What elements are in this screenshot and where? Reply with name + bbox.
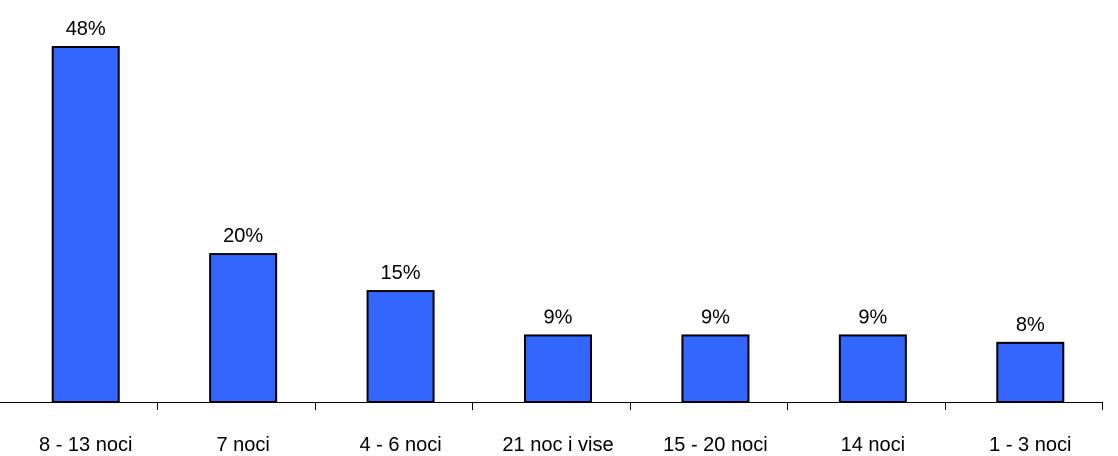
category-label-0: 8 - 13 noci bbox=[39, 434, 132, 456]
x-axis-ticks bbox=[157, 402, 1103, 410]
category-labels-group: 8 - 13 noci 7 noci 4 - 6 noci 21 noc i vise… bbox=[39, 434, 1071, 456]
category-label-4: 15 - 20 noci bbox=[663, 434, 768, 456]
value-label-6: 8% bbox=[1016, 314, 1045, 336]
bar-4 bbox=[681, 334, 750, 403]
value-label-2: 15% bbox=[381, 262, 421, 284]
category-label-6: 1 - 3 noci bbox=[989, 434, 1071, 456]
value-labels-group: 48% 20% 15% 9% 9% 9% 8% bbox=[66, 18, 1045, 336]
bars-group bbox=[51, 46, 1065, 404]
value-label-0: 48% bbox=[66, 18, 106, 40]
category-label-1: 7 noci bbox=[216, 434, 269, 456]
bar-6 bbox=[996, 341, 1065, 404]
value-label-3: 9% bbox=[544, 306, 573, 328]
bar-2 bbox=[366, 290, 435, 403]
category-label-2: 4 - 6 noci bbox=[359, 434, 441, 456]
value-label-4: 9% bbox=[701, 306, 730, 328]
bar-0 bbox=[51, 46, 120, 403]
category-label-3: 21 noc i vise bbox=[502, 434, 613, 456]
category-label-5: 14 noci bbox=[841, 434, 906, 456]
value-label-1: 20% bbox=[223, 225, 263, 247]
bar-5 bbox=[838, 334, 907, 403]
bar-3 bbox=[524, 334, 592, 403]
value-label-5: 9% bbox=[858, 306, 887, 328]
bar-1 bbox=[209, 253, 278, 403]
